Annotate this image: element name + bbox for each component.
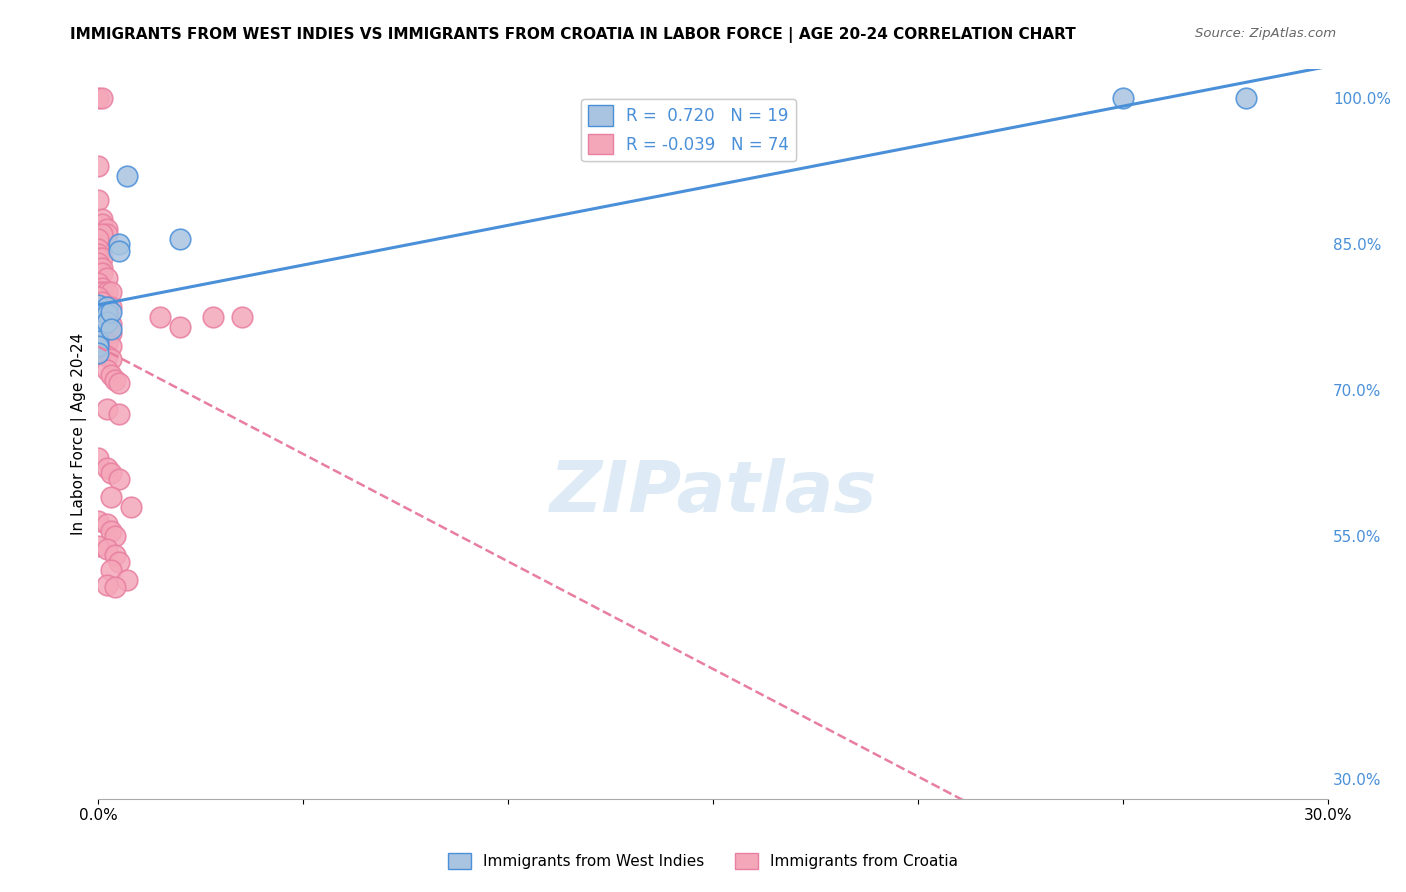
- Point: [96, 300, 118, 314]
- Point: [91, 295, 114, 310]
- Point: [96, 541, 118, 556]
- Point: [169, 319, 191, 334]
- Point: [91, 310, 114, 324]
- Text: IMMIGRANTS FROM WEST INDIES VS IMMIGRANTS FROM CROATIA IN LABOR FORCE | AGE 20-2: IMMIGRANTS FROM WEST INDIES VS IMMIGRANT…: [70, 27, 1076, 43]
- Point: [87, 246, 110, 260]
- Point: [87, 329, 110, 343]
- Point: [231, 310, 253, 324]
- Point: [202, 310, 225, 324]
- Point: [108, 407, 131, 421]
- Point: [96, 349, 118, 363]
- Point: [87, 298, 110, 312]
- Point: [1112, 91, 1135, 105]
- Point: [87, 256, 110, 270]
- Point: [87, 232, 110, 246]
- Point: [91, 212, 114, 227]
- Point: [87, 300, 110, 314]
- Point: [169, 232, 191, 246]
- Point: [91, 252, 114, 266]
- Point: [100, 466, 122, 480]
- Point: [87, 193, 110, 207]
- Text: ZIPatlas: ZIPatlas: [550, 458, 877, 526]
- Text: Source: ZipAtlas.com: Source: ZipAtlas.com: [1195, 27, 1336, 40]
- Point: [96, 285, 118, 300]
- Point: [96, 402, 118, 417]
- Point: [87, 325, 110, 339]
- Point: [91, 227, 114, 241]
- Point: [100, 351, 122, 366]
- Point: [87, 539, 110, 553]
- Point: [100, 524, 122, 538]
- Point: [87, 252, 110, 266]
- Point: [100, 322, 122, 336]
- Point: [96, 577, 118, 591]
- Point: [96, 517, 118, 532]
- Point: [100, 339, 122, 353]
- Point: [87, 159, 110, 173]
- Point: [96, 363, 118, 377]
- Point: [96, 315, 118, 329]
- Point: [91, 332, 114, 346]
- Point: [87, 339, 110, 353]
- Point: [96, 336, 118, 351]
- Point: [87, 319, 110, 334]
- Point: [115, 573, 138, 587]
- Point: [87, 276, 110, 290]
- Legend: Immigrants from West Indies, Immigrants from Croatia: Immigrants from West Indies, Immigrants …: [441, 847, 965, 875]
- Point: [100, 305, 122, 319]
- Point: [100, 368, 122, 383]
- Point: [100, 300, 122, 314]
- Point: [100, 326, 122, 341]
- Point: [87, 319, 110, 334]
- Point: [87, 450, 110, 465]
- Point: [91, 91, 114, 105]
- Point: [87, 514, 110, 528]
- Point: [96, 315, 118, 329]
- Point: [87, 334, 110, 348]
- Point: [87, 346, 110, 360]
- Point: [100, 490, 122, 504]
- Point: [108, 555, 131, 569]
- Point: [91, 261, 114, 276]
- Point: [87, 310, 110, 324]
- Point: [91, 217, 114, 231]
- Point: [104, 549, 127, 563]
- Point: [104, 529, 127, 543]
- Point: [108, 376, 131, 390]
- Point: [96, 270, 118, 285]
- Y-axis label: In Labor Force | Age 20-24: In Labor Force | Age 20-24: [72, 333, 87, 535]
- Point: [87, 242, 110, 256]
- Point: [96, 325, 118, 339]
- Point: [1234, 91, 1257, 105]
- Point: [87, 91, 110, 105]
- Point: [96, 460, 118, 475]
- Legend: R =  0.720   N = 19, R = -0.039   N = 74: R = 0.720 N = 19, R = -0.039 N = 74: [581, 99, 796, 161]
- Point: [100, 317, 122, 331]
- Point: [100, 563, 122, 577]
- Point: [104, 373, 127, 387]
- Point: [87, 285, 110, 300]
- Point: [96, 300, 118, 314]
- Point: [96, 222, 118, 236]
- Point: [91, 266, 114, 280]
- Point: [91, 285, 114, 300]
- Point: [149, 310, 172, 324]
- Point: [87, 315, 110, 329]
- Point: [108, 236, 131, 251]
- Point: [104, 580, 127, 594]
- Point: [87, 310, 110, 324]
- Point: [91, 322, 114, 336]
- Point: [108, 244, 131, 258]
- Point: [115, 169, 138, 183]
- Point: [120, 500, 142, 514]
- Point: [91, 280, 114, 294]
- Point: [91, 305, 114, 319]
- Point: [96, 227, 118, 241]
- Point: [87, 290, 110, 304]
- Point: [100, 285, 122, 300]
- Point: [96, 307, 118, 321]
- Point: [108, 472, 131, 486]
- Point: [87, 343, 110, 358]
- Point: [91, 346, 114, 360]
